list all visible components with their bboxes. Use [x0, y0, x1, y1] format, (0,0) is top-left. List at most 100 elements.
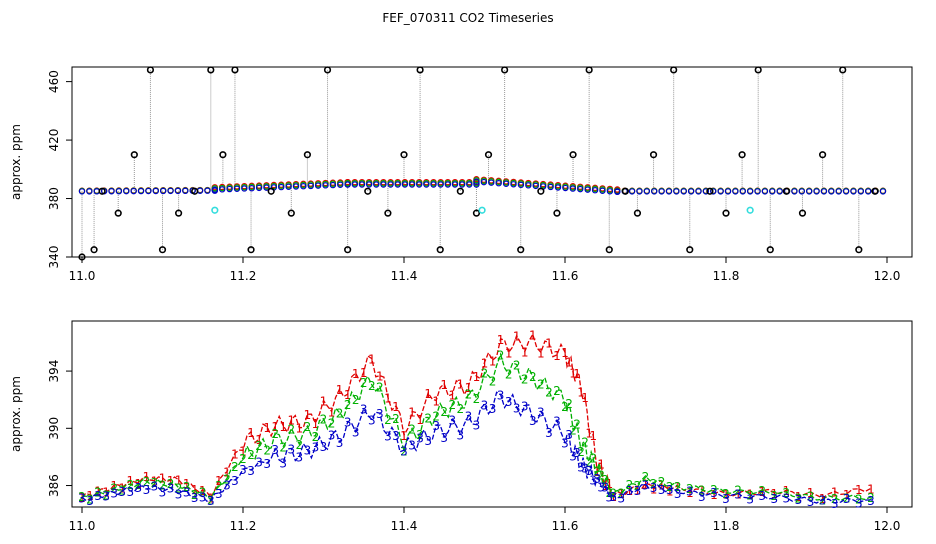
series-marker-2: 2	[734, 483, 742, 497]
series-marker-3: 3	[271, 443, 279, 457]
series-marker-2: 2	[601, 473, 609, 487]
series-marker-1: 1	[360, 366, 368, 380]
series-marker-2: 2	[722, 487, 730, 501]
baseline-point	[547, 183, 554, 191]
outlier-point	[818, 151, 827, 159]
series-marker-1: 1	[279, 420, 287, 434]
series-marker-2: 2	[368, 379, 376, 393]
series-marker-2: 2	[78, 490, 86, 504]
series-marker-2: 2	[175, 482, 183, 496]
series-marker-2: 2	[589, 452, 597, 466]
series-marker-1: 1	[581, 391, 589, 405]
series-marker-3: 3	[609, 490, 617, 504]
series-marker-2: 2	[497, 348, 505, 362]
series-marker-1: 1	[110, 479, 118, 493]
series-marker-1: 1	[102, 485, 110, 499]
baseline-point	[695, 188, 702, 195]
chart-title: FEF_070311 CO2 Timeseries	[382, 11, 553, 25]
baseline-point	[488, 179, 495, 186]
series-marker-3: 3	[465, 410, 473, 424]
outlier-point	[585, 66, 593, 74]
baseline-point	[673, 188, 680, 195]
baseline-point	[510, 181, 517, 188]
series-marker-1: 1	[553, 349, 561, 363]
series-marker-3: 3	[167, 482, 175, 496]
series-marker-2: 2	[320, 413, 328, 427]
series-marker-3: 3	[674, 487, 682, 501]
series-marker-3: 3	[734, 488, 742, 502]
series-marker-1: 1	[118, 481, 126, 495]
series-marker-1: 1	[722, 487, 730, 501]
outlier-point	[247, 246, 255, 254]
x-tick-label: 12.0	[874, 269, 901, 283]
series-marker-2: 2	[855, 492, 863, 506]
baseline-point	[322, 182, 329, 189]
series-marker-1: 1	[448, 388, 456, 402]
series-marker-3: 3	[296, 450, 304, 464]
baseline-point	[865, 188, 872, 195]
baseline-point	[255, 184, 263, 192]
series-marker-1: 1	[545, 337, 553, 351]
series-marker-2: 2	[565, 397, 573, 411]
outlier-point	[400, 151, 408, 159]
series-marker-3: 3	[78, 492, 86, 506]
series-marker-3: 3	[175, 488, 183, 502]
series-marker-2: 2	[247, 448, 255, 462]
baseline-point	[473, 178, 480, 185]
baseline-point	[710, 188, 717, 195]
series-marker-2: 2	[312, 430, 320, 444]
baseline-point	[248, 185, 255, 192]
series-marker-1: 1	[505, 346, 513, 360]
series-marker-3: 3	[432, 419, 440, 433]
baseline-point	[219, 186, 226, 193]
baseline-point	[643, 188, 651, 195]
series-marker-1: 1	[489, 354, 497, 368]
series-marker-2: 2	[448, 398, 456, 412]
series-marker-2: 2	[279, 440, 287, 454]
series-marker-2: 2	[807, 489, 815, 503]
series-marker-1: 1	[457, 378, 465, 392]
y-tick-label: 340	[47, 246, 61, 269]
series-marker-1: 1	[481, 356, 489, 370]
baseline-point	[241, 185, 248, 192]
series-marker-2: 2	[481, 367, 489, 381]
cyan-point	[478, 206, 486, 214]
series-marker-3: 3	[585, 464, 593, 478]
series-marker-1: 1	[424, 387, 432, 401]
series-marker-1: 1	[529, 328, 537, 342]
series-marker-1: 1	[758, 485, 766, 499]
series-marker-1: 1	[392, 400, 400, 414]
baseline-point	[337, 181, 344, 188]
x-tick-label: 11.4	[391, 519, 418, 533]
x-tick-label: 11.6	[552, 519, 579, 533]
series-marker-1: 1	[328, 405, 336, 419]
series-marker-2: 2	[650, 477, 658, 491]
series-marker-2: 2	[199, 486, 207, 500]
baseline-point	[717, 188, 724, 195]
baseline-point	[278, 183, 285, 191]
series-marker-1: 1	[175, 474, 183, 488]
baseline-point	[746, 188, 754, 195]
series-marker-2: 2	[537, 377, 545, 391]
outlier-point	[472, 209, 481, 217]
series-marker-3: 3	[416, 431, 424, 445]
baseline-point	[401, 181, 409, 188]
series-marker-3: 3	[807, 495, 815, 509]
outlier-point	[517, 246, 525, 254]
series-marker-3: 3	[569, 449, 577, 463]
baseline-point	[115, 188, 123, 195]
series-marker-1: 1	[159, 472, 167, 486]
series-marker-3: 3	[344, 416, 352, 430]
series-marker-3: 3	[545, 426, 553, 440]
series-marker-3: 3	[505, 395, 513, 409]
series-marker-2: 2	[191, 488, 199, 502]
series-marker-2: 2	[831, 492, 839, 506]
series-marker-1: 1	[440, 378, 448, 392]
series-marker-3: 3	[634, 484, 642, 498]
series-marker-1: 1	[432, 395, 440, 409]
series-marker-2: 2	[605, 486, 613, 500]
baseline-point	[314, 182, 322, 189]
outlier-point	[364, 187, 372, 195]
series-marker-1: 1	[609, 490, 617, 504]
